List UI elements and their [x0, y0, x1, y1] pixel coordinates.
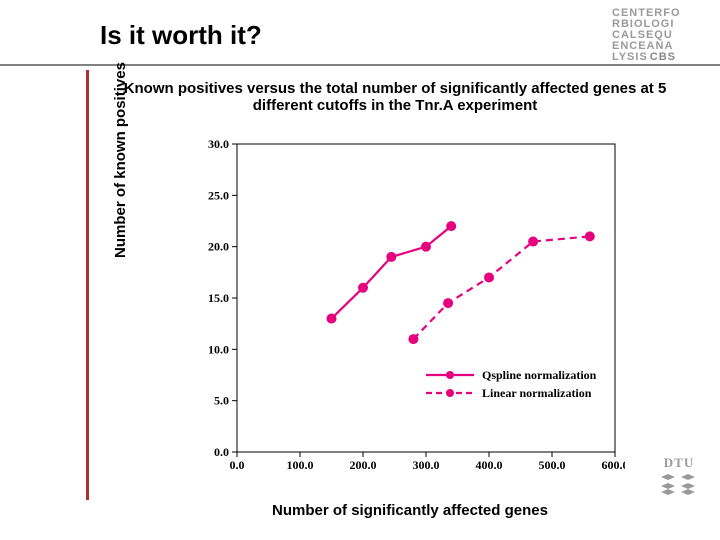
svg-text:0.0: 0.0 [214, 445, 229, 459]
svg-text:30.0: 30.0 [208, 138, 229, 151]
svg-text:400.0: 400.0 [476, 458, 503, 472]
y-axis-label: Number of known positives [112, 0, 129, 160]
logo-cbs: CBS [650, 51, 676, 63]
logo-line: LYSISCBS [612, 52, 702, 63]
chart-title: Known positives versus the total number … [100, 80, 690, 114]
chart-svg: 0.0 100.0 200.0 300.0 400.0 500.0 600.0 0.0 5.0 1… [195, 138, 625, 478]
svg-text:Qspline normalization: Qspline normalization [482, 368, 597, 382]
horizontal-rule [0, 64, 720, 66]
svg-text:500.0: 500.0 [539, 458, 566, 472]
dtu-logo: DTU [658, 455, 700, 502]
svg-text:25.0: 25.0 [208, 188, 229, 202]
svg-text:100.0: 100.0 [287, 458, 314, 472]
cbs-logo: CENTERFO RBIOLOGI CALSEQU ENCEANA LYSISC… [612, 8, 702, 63]
dtu-logo-text: DTU [658, 455, 700, 471]
logo-lysis: LYSIS [612, 51, 648, 63]
svg-text:300.0: 300.0 [413, 458, 440, 472]
svg-text:0.0: 0.0 [230, 458, 245, 472]
x-axis-label: Number of significantly affected genes [195, 502, 625, 519]
svg-text:20.0: 20.0 [208, 240, 229, 254]
svg-text:600.0: 600.0 [602, 458, 626, 472]
svg-text:15.0: 15.0 [208, 291, 229, 305]
svg-text:Linear normalization: Linear normalization [482, 386, 592, 400]
svg-text:5.0: 5.0 [214, 394, 229, 408]
accent-vertical-rule [86, 70, 89, 500]
svg-text:10.0: 10.0 [208, 342, 229, 356]
dtu-logo-mark [658, 471, 700, 497]
svg-text:200.0: 200.0 [350, 458, 377, 472]
chart-area: 0.0 100.0 200.0 300.0 400.0 500.0 600.0 0.0 5.0 1… [195, 138, 625, 478]
